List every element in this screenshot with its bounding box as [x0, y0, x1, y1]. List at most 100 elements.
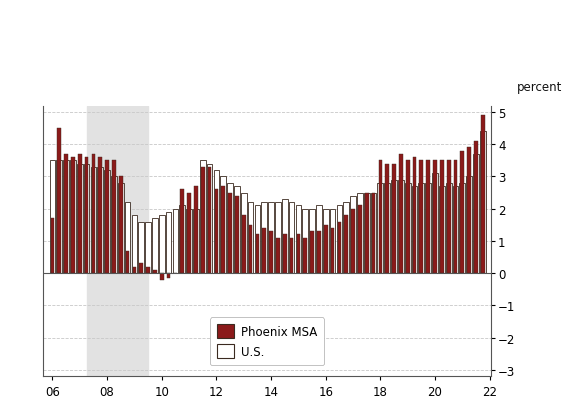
- Bar: [91, 155, 95, 274]
- Bar: [71, 158, 75, 274]
- Bar: [275, 203, 281, 274]
- Bar: [91, 167, 96, 274]
- Bar: [440, 161, 444, 274]
- Bar: [350, 196, 356, 274]
- Bar: [425, 184, 431, 274]
- Bar: [234, 187, 240, 274]
- Bar: [160, 274, 163, 280]
- Bar: [78, 155, 82, 274]
- Bar: [220, 177, 226, 274]
- Bar: [446, 184, 452, 274]
- Bar: [432, 174, 438, 274]
- Bar: [208, 167, 211, 274]
- Bar: [180, 190, 184, 274]
- Bar: [215, 190, 218, 274]
- Bar: [460, 151, 464, 274]
- Bar: [283, 235, 287, 274]
- Bar: [248, 203, 254, 274]
- Bar: [241, 193, 247, 274]
- Bar: [167, 274, 170, 278]
- Bar: [474, 142, 478, 274]
- Bar: [377, 184, 383, 274]
- Bar: [399, 155, 403, 274]
- Bar: [64, 155, 68, 274]
- Bar: [207, 164, 212, 274]
- Bar: [262, 203, 267, 274]
- Bar: [111, 177, 116, 274]
- Bar: [201, 167, 204, 274]
- Bar: [139, 264, 143, 274]
- Bar: [413, 158, 416, 274]
- Bar: [153, 270, 157, 274]
- Bar: [131, 216, 137, 274]
- Bar: [406, 161, 409, 274]
- Bar: [398, 180, 404, 274]
- Bar: [124, 203, 130, 274]
- Bar: [282, 200, 288, 274]
- Text: Private Industry Employment Cost Index: Private Industry Employment Cost Index: [17, 22, 384, 36]
- Bar: [57, 161, 62, 274]
- Bar: [467, 177, 472, 274]
- Bar: [87, 106, 148, 376]
- Bar: [268, 203, 274, 274]
- Legend: Phoenix MSA, U.S.: Phoenix MSA, U.S.: [210, 317, 324, 365]
- Bar: [50, 161, 55, 274]
- Bar: [118, 184, 123, 274]
- Bar: [166, 212, 171, 274]
- Bar: [104, 171, 110, 274]
- Bar: [249, 225, 252, 274]
- Bar: [97, 167, 103, 274]
- Bar: [269, 231, 273, 274]
- Bar: [372, 193, 375, 274]
- Bar: [98, 158, 102, 274]
- Bar: [329, 209, 335, 274]
- Bar: [317, 231, 321, 274]
- Bar: [344, 216, 348, 274]
- Bar: [112, 161, 116, 274]
- Bar: [419, 184, 424, 274]
- Bar: [324, 225, 328, 274]
- Bar: [227, 184, 233, 274]
- Bar: [228, 193, 232, 274]
- Bar: [460, 184, 465, 274]
- Bar: [255, 235, 259, 274]
- Bar: [146, 267, 150, 274]
- Bar: [405, 184, 411, 274]
- Bar: [481, 116, 485, 274]
- Bar: [186, 209, 192, 274]
- Bar: [119, 177, 123, 274]
- Bar: [379, 161, 382, 274]
- Text: Over-the-Year Growth Rates: Over-the-Year Growth Rates: [17, 64, 190, 77]
- Bar: [392, 164, 396, 274]
- Bar: [132, 267, 136, 274]
- Bar: [57, 129, 61, 274]
- Bar: [222, 187, 225, 274]
- Bar: [145, 222, 151, 274]
- Bar: [193, 209, 199, 274]
- Bar: [159, 216, 164, 274]
- Bar: [384, 184, 390, 274]
- Bar: [316, 206, 321, 274]
- Bar: [63, 161, 69, 274]
- Bar: [412, 187, 417, 274]
- Bar: [447, 161, 451, 274]
- Bar: [371, 193, 376, 274]
- Bar: [77, 164, 83, 274]
- Bar: [385, 164, 389, 274]
- Bar: [351, 209, 355, 274]
- Bar: [365, 193, 368, 274]
- Bar: [262, 229, 266, 274]
- Bar: [364, 193, 369, 274]
- Bar: [391, 180, 397, 274]
- Bar: [179, 206, 185, 274]
- Bar: [454, 161, 457, 274]
- Bar: [50, 219, 54, 274]
- Bar: [85, 158, 89, 274]
- Bar: [358, 206, 362, 274]
- Bar: [138, 222, 144, 274]
- Bar: [200, 161, 206, 274]
- Bar: [105, 161, 109, 274]
- Bar: [276, 238, 280, 274]
- Bar: [152, 219, 158, 274]
- Bar: [302, 209, 308, 274]
